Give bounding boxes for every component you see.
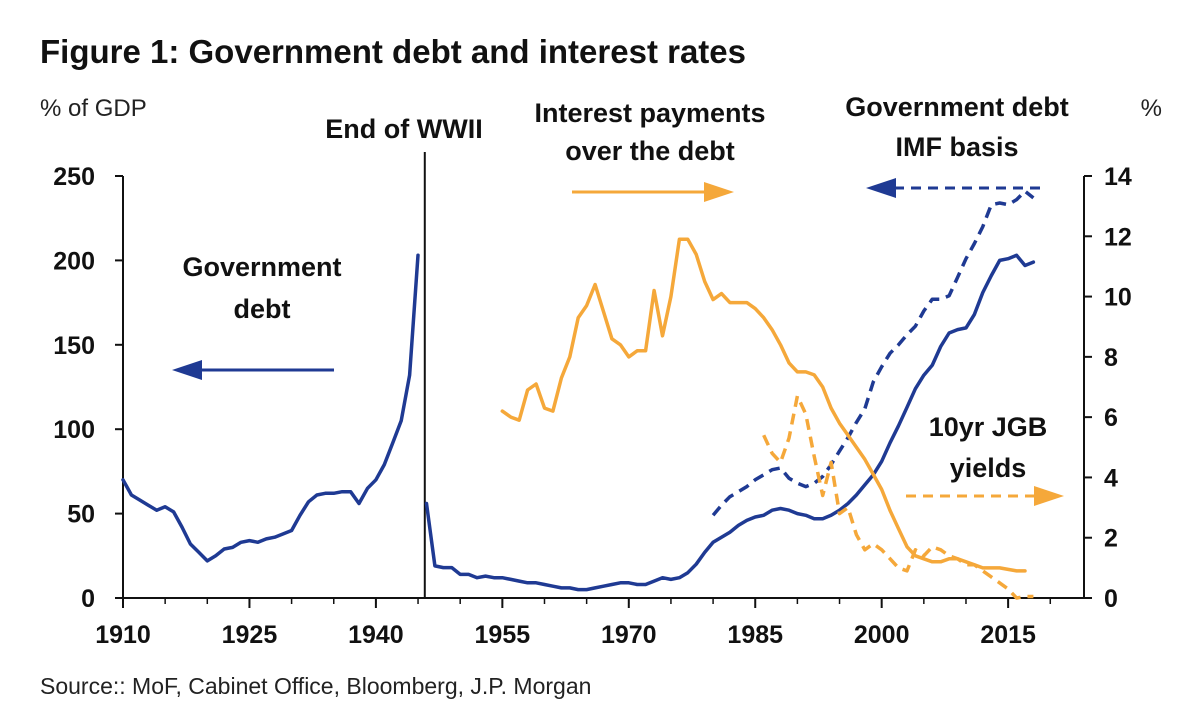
x-tick-label: 1925 [222,621,278,649]
x-tick-label: 1910 [95,621,151,649]
x-tick-label: 2000 [854,621,910,649]
x-tick-label: 1970 [601,621,657,649]
y-right-tick-label: 0 [1104,585,1118,613]
left-axis-label: % of GDP [40,95,147,122]
arrow-gov-debt-left [172,360,334,380]
y-right-tick-label: 2 [1104,525,1118,553]
y-left-tick-label: 0 [81,585,95,613]
series-line-government-debt [121,253,420,563]
y-right-tick-label: 8 [1104,344,1118,372]
series-line-government-debt-imf-basis [711,189,1035,517]
arrow-interest-right [572,182,734,202]
annotation-jgb-line1: 10yr JGB [929,412,1048,442]
y-right-tick-label: 14 [1104,163,1132,191]
annotation-end-of-wwii: End of WWII [325,114,482,144]
chart-title: Figure 1: Government debt and interest r… [40,33,746,70]
arrow-imf-left [866,178,1040,198]
annotation-imf-line2: IMF basis [895,132,1018,162]
y-right-tick-label: 6 [1104,404,1118,432]
y-right-tick-label: 10 [1104,284,1132,312]
y-left-tick-label: 150 [53,332,95,360]
y-right-tick-label: 12 [1104,223,1132,251]
annotation-interest-line1: Interest payments [534,98,765,128]
series-line-interest-payments-over-the-debt [500,237,1027,573]
x-tick-label: 1985 [727,621,783,649]
series-lines [121,189,1036,600]
y-left-tick-label: 100 [53,416,95,444]
right-axis-label: % [1141,95,1162,122]
axes [115,152,1092,608]
annotation-jgb-line2: yields [950,453,1027,483]
y-left-tick-label: 250 [53,163,95,191]
series-line-10yr-jgb-yields [762,394,1034,600]
y-right-tick-label: 4 [1104,464,1118,492]
series-line-government-debt [424,253,1036,592]
x-tick-label: 2015 [980,621,1036,649]
arrow-jgb-right [906,486,1064,506]
tick-labels: 1910 1925 1940 1955 1970 1985 2000 201525020015… [53,163,1132,649]
annotation-imf-line1: Government debt [845,92,1069,122]
x-tick-label: 1955 [475,621,531,649]
y-left-tick-label: 50 [67,501,95,529]
annotation-interest-line2: over the debt [565,136,735,166]
annotation-gov-debt-line2: debt [234,294,291,324]
y-left-tick-label: 200 [53,247,95,275]
annotation-gov-debt-line1: Government [182,252,341,282]
source-note: Source:: MoF, Cabinet Office, Bloomberg,… [40,673,591,699]
x-tick-label: 1940 [348,621,404,649]
